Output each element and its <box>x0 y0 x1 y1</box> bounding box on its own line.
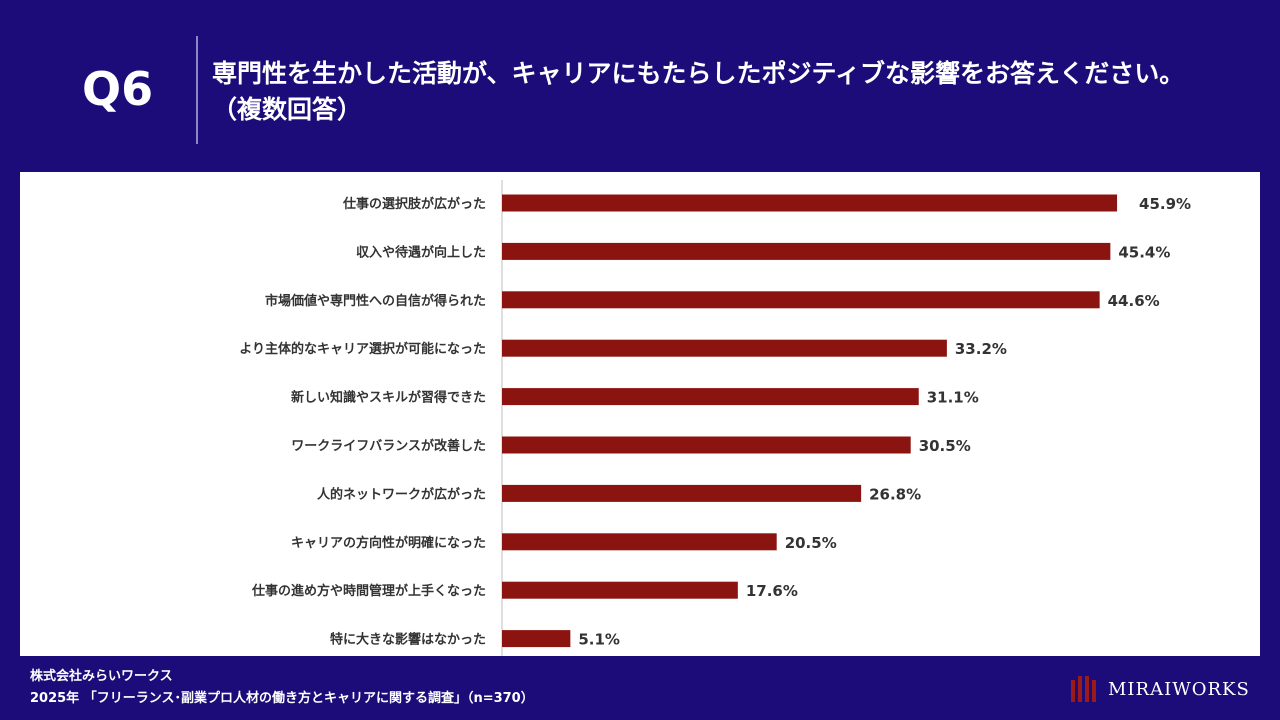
logo-mark-icon <box>1070 676 1098 702</box>
mirai-works-logo: MIRAIWORKS <box>1070 674 1250 704</box>
bar-chart: 仕事の選択肢が広がった 45.9% 収入や待遇が向上した 45.4% 市場価値や専門性へ… <box>239 180 1191 656</box>
value-label: 44.6% <box>1108 292 1160 310</box>
footer-company: 株式会社みらいワークス <box>30 669 173 684</box>
category-label: 仕事の進め方や時間管理が上手くなった <box>251 583 486 599</box>
question-line-2: （複数回答） <box>212 95 363 124</box>
question-text: 専門性を生かした活動が、キャリアにもたらしたポジティブな影響をお答えください。 … <box>212 56 1252 128</box>
bar <box>502 291 1100 309</box>
chart-panel: 仕事の選択肢が広がった 45.9% 収入や待遇が向上した 45.4% 市場価値や専門性へ… <box>20 172 1260 656</box>
value-label: 45.9% <box>1139 195 1191 213</box>
bar <box>502 630 571 648</box>
value-label: 30.5% <box>919 437 971 455</box>
value-label: 5.1% <box>578 631 620 649</box>
bar <box>502 339 947 357</box>
footer-survey: 2025年 「フリーランス･副業プロ人材の働き方とキャリアに関する調査」（n=3… <box>30 691 534 706</box>
bar <box>502 388 919 406</box>
category-label: 人的ネットワークが広がった <box>317 486 486 502</box>
question-number: Q6 <box>82 62 154 116</box>
value-label: 17.6% <box>746 582 798 600</box>
value-label: 26.8% <box>869 485 921 503</box>
bar <box>502 194 1118 212</box>
logo-text: MIRAIWORKS <box>1108 678 1250 700</box>
bar <box>502 533 777 551</box>
footer: 株式会社みらいワークス 2025年 「フリーランス･副業プロ人材の働き方とキャリ… <box>30 666 534 710</box>
value-label: 33.2% <box>955 340 1007 358</box>
value-label: 20.5% <box>785 534 837 552</box>
category-label: 新しい知識やスキルが習得できた <box>291 390 486 406</box>
bar <box>502 581 738 599</box>
category-label: 特に大きな影響はなかった <box>330 632 486 648</box>
bar <box>502 484 862 502</box>
question-line-1: 専門性を生かした活動が、キャリアにもたらしたポジティブな影響をお答えください。 <box>212 59 1185 88</box>
category-label: キャリアの方向性が明確になった <box>291 535 486 551</box>
header-divider <box>196 36 198 144</box>
category-label: より主体的なキャリア選択が可能になった <box>239 341 486 357</box>
category-label: 収入や待遇が向上した <box>356 244 486 260</box>
value-label: 45.4% <box>1118 243 1170 261</box>
bar <box>502 436 911 454</box>
value-label: 31.1% <box>927 389 979 407</box>
category-label: ワークライフバランスが改善した <box>291 438 486 454</box>
category-label: 仕事の選択肢が広がった <box>342 196 486 212</box>
bar <box>502 242 1111 260</box>
category-label: 市場価値や専門性への自信が得られた <box>265 293 486 309</box>
